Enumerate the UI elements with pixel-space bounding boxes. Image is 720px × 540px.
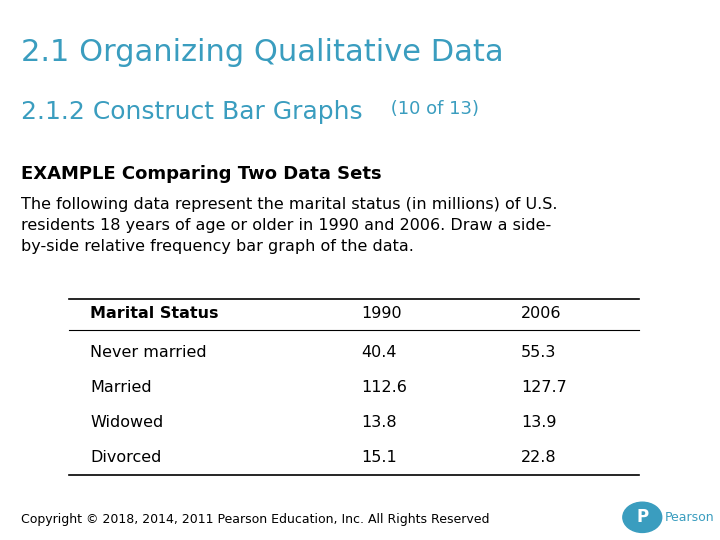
Text: 55.3: 55.3 <box>521 345 556 360</box>
Text: Copyright © 2018, 2014, 2011 Pearson Education, Inc. All Rights Reserved: Copyright © 2018, 2014, 2011 Pearson Edu… <box>21 514 490 526</box>
Text: Married: Married <box>90 380 152 395</box>
Text: Pearson: Pearson <box>665 511 714 524</box>
Text: 15.1: 15.1 <box>361 450 397 465</box>
Text: Divorced: Divorced <box>90 450 162 465</box>
Text: 112.6: 112.6 <box>361 380 407 395</box>
Text: EXAMPLE Comparing Two Data Sets: EXAMPLE Comparing Two Data Sets <box>21 165 382 183</box>
Text: Widowed: Widowed <box>90 415 163 430</box>
Text: 22.8: 22.8 <box>521 450 557 465</box>
Text: 2.1 Organizing Qualitative Data: 2.1 Organizing Qualitative Data <box>21 38 503 67</box>
Circle shape <box>623 502 662 532</box>
Text: P: P <box>636 508 648 526</box>
Text: 13.8: 13.8 <box>361 415 397 430</box>
Text: 1990: 1990 <box>361 306 402 321</box>
Text: Marital Status: Marital Status <box>90 306 219 321</box>
Text: 127.7: 127.7 <box>521 380 567 395</box>
Text: Never married: Never married <box>90 345 207 360</box>
Text: The following data represent the marital status (in millions) of U.S.
residents : The following data represent the marital… <box>21 197 557 254</box>
Text: 2.1.2 Construct Bar Graphs: 2.1.2 Construct Bar Graphs <box>21 100 362 124</box>
Text: (10 of 13): (10 of 13) <box>385 100 480 118</box>
Text: 13.9: 13.9 <box>521 415 557 430</box>
Text: 2006: 2006 <box>521 306 562 321</box>
Text: 40.4: 40.4 <box>361 345 397 360</box>
